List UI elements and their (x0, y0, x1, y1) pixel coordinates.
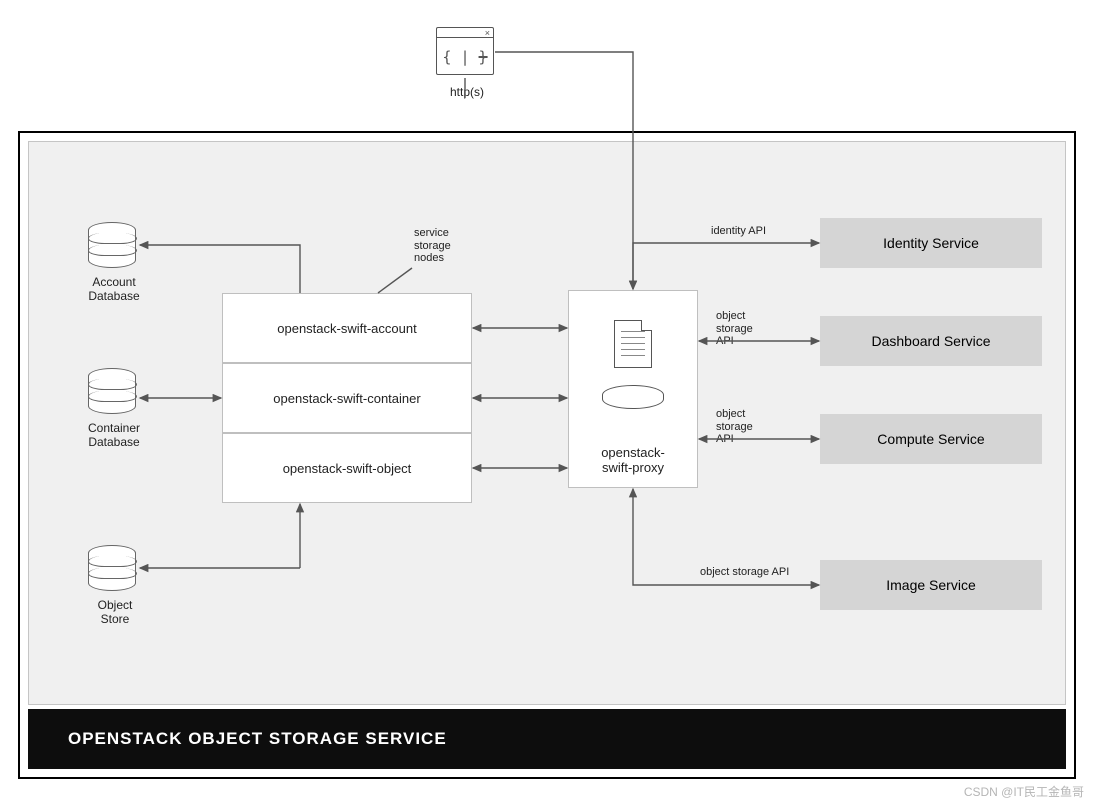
image-service-label: Image Service (886, 577, 975, 593)
https-client-icon: × { | } (436, 27, 494, 75)
swift-container-label: openstack-swift-container (273, 391, 420, 406)
storage-nodes-note: service storage nodes (414, 227, 451, 265)
footer-bar: OPENSTACK OBJECT STORAGE SERVICE (28, 709, 1066, 769)
identity-api-label: identity API (711, 225, 766, 238)
compute-api-label: object storage API (716, 408, 753, 446)
proxy-base-icon (602, 385, 664, 409)
container-database-label: Container Database (72, 421, 156, 450)
swift-object-label: openstack-swift-object (283, 461, 412, 476)
object-store-label: Object Store (80, 598, 150, 627)
swift-account-node: openstack-swift-account (222, 293, 472, 363)
diagram-title: OPENSTACK OBJECT STORAGE SERVICE (68, 729, 447, 749)
image-service-box: Image Service (820, 560, 1042, 610)
dashboard-service-label: Dashboard Service (871, 333, 990, 349)
object-store-icon (88, 545, 136, 591)
container-database-icon (88, 368, 136, 414)
account-database-icon (88, 222, 136, 268)
dashboard-service-box: Dashboard Service (820, 316, 1042, 366)
identity-service-label: Identity Service (883, 235, 979, 251)
account-database-label: Account Database (74, 275, 154, 304)
swift-object-node: openstack-swift-object (222, 433, 472, 503)
proxy-doc-icon (614, 320, 652, 368)
compute-service-box: Compute Service (820, 414, 1042, 464)
identity-service-box: Identity Service (820, 218, 1042, 268)
swift-container-node: openstack-swift-container (222, 363, 472, 433)
watermark: CSDN @IT民工金鱼哥 (964, 783, 1084, 800)
diagram-canvas: × { | } http(s) OPENSTACK OBJECT STORAGE… (0, 0, 1096, 806)
swift-proxy-label: openstack- swift-proxy (601, 445, 665, 475)
https-label: http(s) (432, 85, 502, 99)
image-api-label: object storage API (700, 566, 789, 579)
compute-service-label: Compute Service (877, 431, 984, 447)
swift-account-label: openstack-swift-account (277, 321, 416, 336)
dashboard-api-label: object storage API (716, 310, 753, 348)
